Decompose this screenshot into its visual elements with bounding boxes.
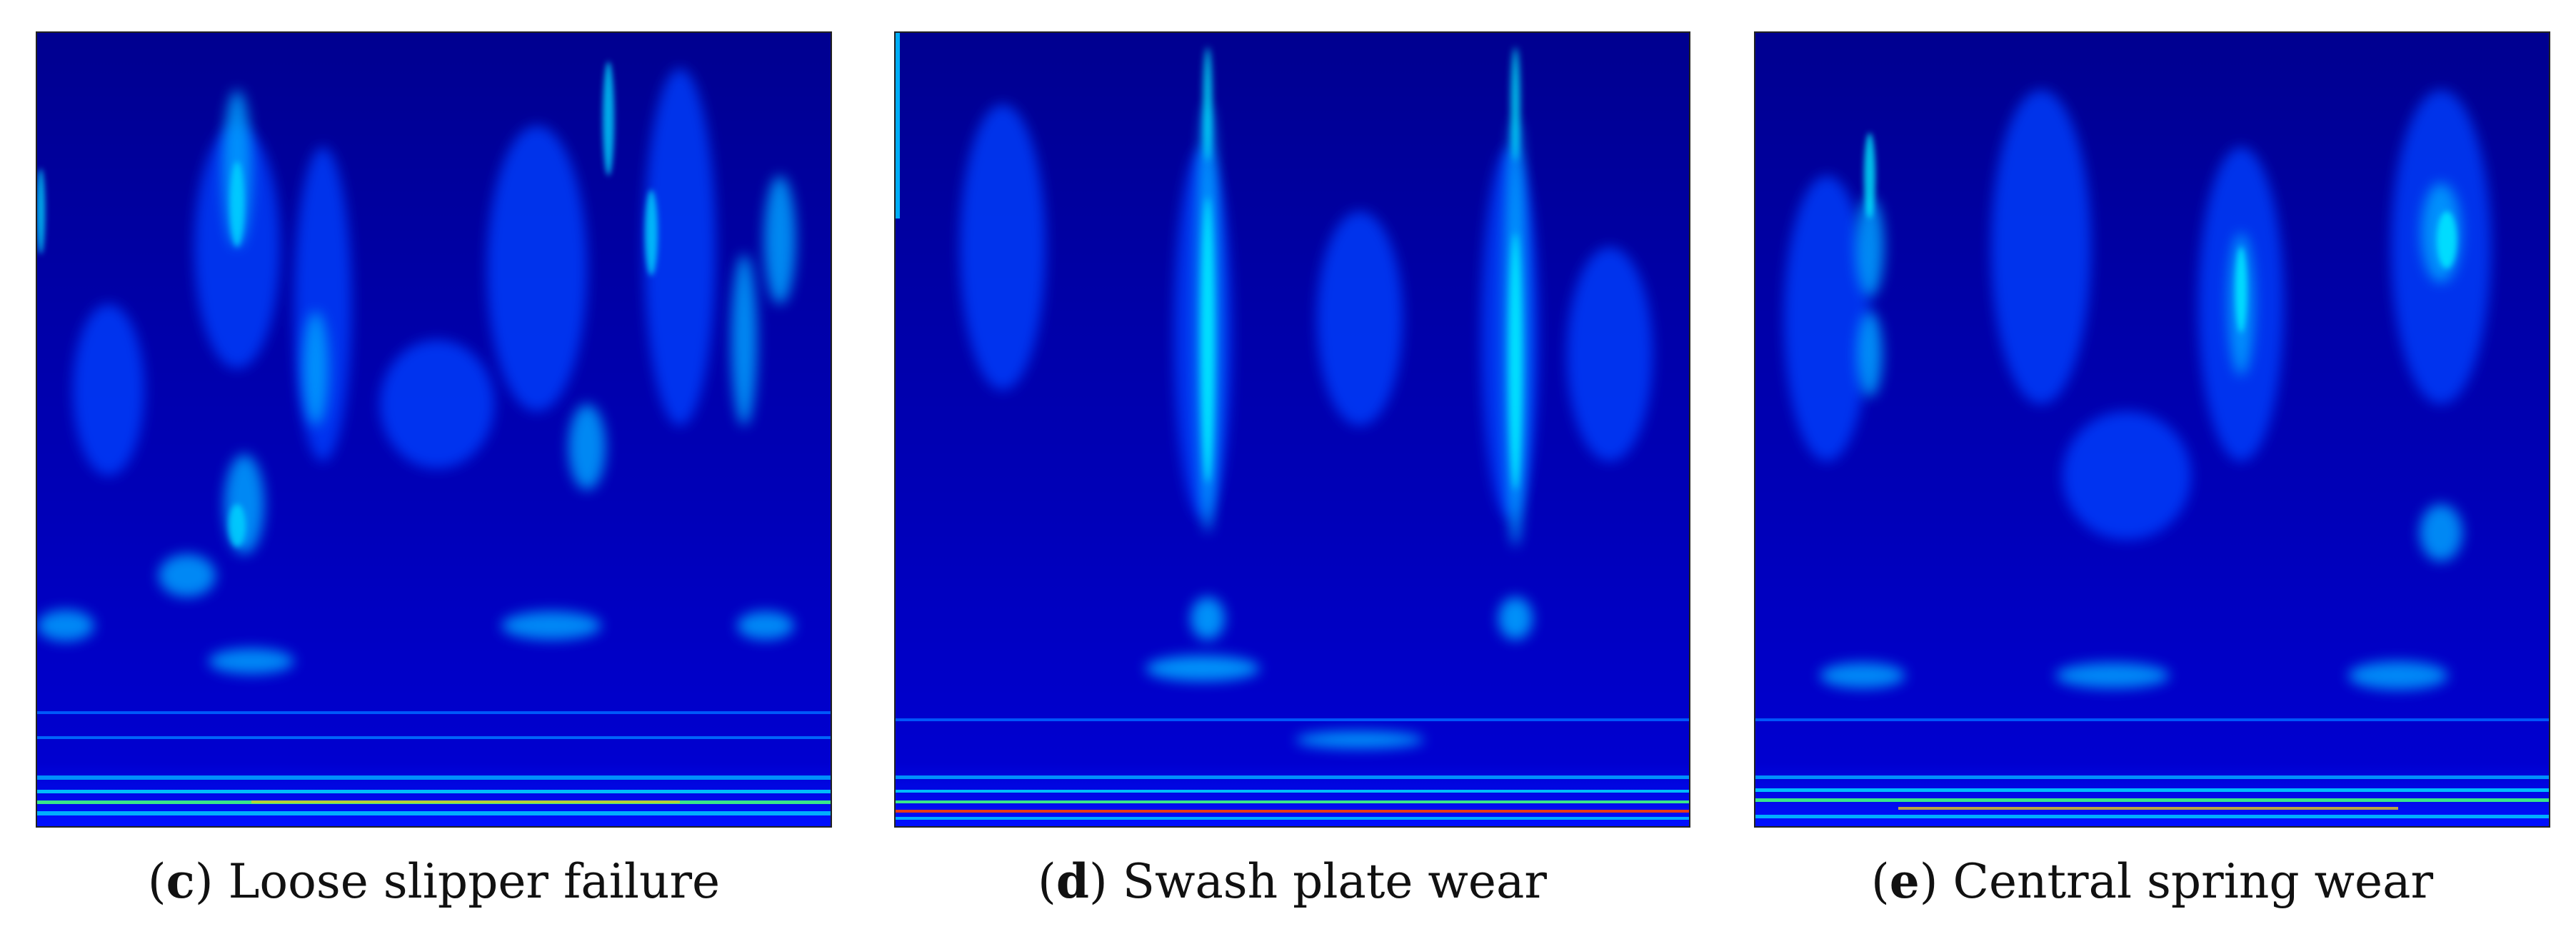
caption-c: (c) Loose slipper failure — [147, 853, 721, 909]
caption-title-c: Loose slipper failure — [228, 854, 721, 909]
caption-d: (d) Swash plate wear — [1038, 853, 1547, 909]
caption-letter-d: d — [1056, 853, 1090, 909]
panel-e: (e) Central spring wear — [1754, 0, 2550, 949]
caption-e: (e) Central spring wear — [1870, 853, 2434, 909]
caption-title-d: Swash plate wear — [1122, 854, 1547, 909]
caption-letter-e: e — [1889, 853, 1920, 909]
panel-c: (c) Loose slipper failure — [36, 0, 832, 949]
scalogram-image-e — [1754, 31, 2550, 828]
scalogram-image-c — [36, 31, 832, 828]
caption-title-e: Central spring wear — [1953, 854, 2434, 909]
panel-d: (d) Swash plate wear — [894, 0, 1690, 949]
caption-letter-c: c — [166, 853, 195, 909]
scalogram-image-d — [894, 31, 1690, 828]
